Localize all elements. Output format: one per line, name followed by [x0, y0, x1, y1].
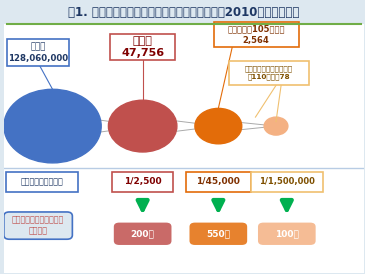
- FancyBboxPatch shape: [114, 222, 172, 245]
- FancyBboxPatch shape: [110, 34, 175, 60]
- Text: 550例: 550例: [206, 229, 230, 238]
- Circle shape: [195, 109, 242, 144]
- Circle shape: [264, 117, 288, 135]
- Circle shape: [4, 89, 101, 163]
- FancyBboxPatch shape: [189, 222, 247, 245]
- Text: 200例: 200例: [131, 229, 155, 238]
- FancyBboxPatch shape: [258, 222, 316, 245]
- FancyBboxPatch shape: [214, 22, 299, 47]
- Text: 1/45,000: 1/45,000: [196, 178, 240, 187]
- FancyBboxPatch shape: [4, 212, 72, 239]
- Text: 超百寿者（105歳〜）
2,564: 超百寿者（105歳〜） 2,564: [227, 25, 285, 45]
- Text: 総人口
128,060,000: 総人口 128,060,000: [8, 42, 68, 62]
- FancyBboxPatch shape: [251, 172, 323, 192]
- FancyBboxPatch shape: [5, 172, 78, 192]
- Text: スーパーセンチナリアン
（110歳〜）78: スーパーセンチナリアン （110歳〜）78: [245, 65, 293, 80]
- Text: 1/2,500: 1/2,500: [124, 178, 161, 187]
- FancyBboxPatch shape: [186, 172, 251, 192]
- Text: 1/1,500,000: 1/1,500,000: [259, 178, 315, 187]
- FancyBboxPatch shape: [112, 172, 173, 192]
- Text: 慶應百寿者バイオバンク
（仮称）: 慶應百寿者バイオバンク （仮称）: [12, 216, 64, 236]
- Circle shape: [108, 100, 177, 152]
- Text: 総人口に占める割合: 総人口に占める割合: [20, 178, 63, 187]
- Text: 100例: 100例: [275, 229, 299, 238]
- FancyBboxPatch shape: [4, 24, 364, 273]
- FancyBboxPatch shape: [229, 61, 309, 85]
- Text: 図1. 百寿者、超百寿者の総人口に対する割合（2010年国勢調査）: 図1. 百寿者、超百寿者の総人口に対する割合（2010年国勢調査）: [68, 6, 300, 19]
- Text: 百寿者
47,756: 百寿者 47,756: [121, 36, 164, 58]
- FancyBboxPatch shape: [7, 39, 69, 65]
